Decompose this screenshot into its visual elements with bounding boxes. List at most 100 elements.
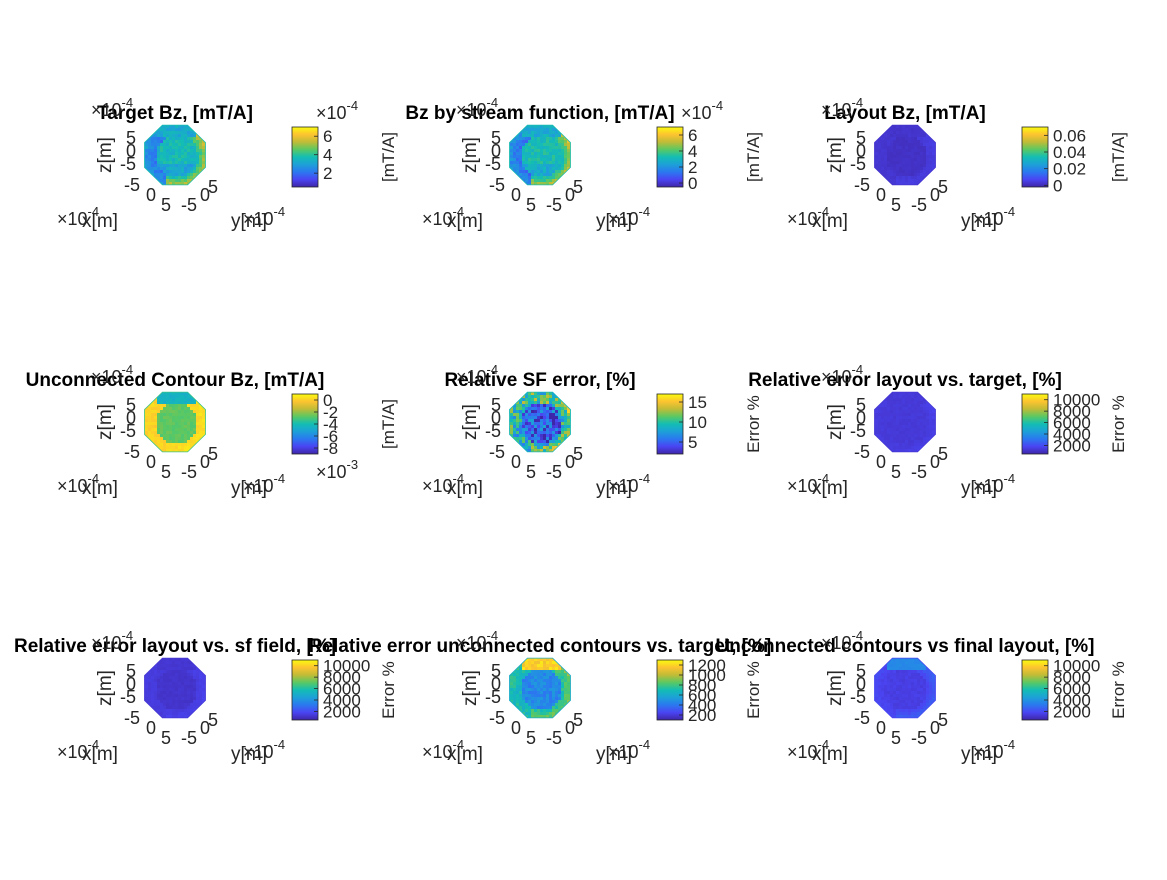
- surface-cell: [537, 125, 541, 129]
- surface-cell: [881, 700, 885, 704]
- surface-cell: [522, 428, 526, 432]
- y-axis-exponent: ×10-4: [608, 471, 650, 496]
- surface-cell: [145, 125, 149, 129]
- surface-cell: [890, 667, 894, 671]
- surface-cell: [163, 428, 167, 432]
- surface-cell: [196, 434, 200, 438]
- surface-cell: [531, 155, 535, 159]
- surface-cell: [881, 694, 885, 698]
- surface-cell: [175, 676, 179, 680]
- surface-cell: [552, 691, 556, 695]
- surface-cell: [144, 685, 146, 689]
- surface-cell: [525, 131, 529, 135]
- surface-cell: [525, 128, 529, 132]
- surface-cell: [181, 146, 185, 150]
- surface-cell: [908, 164, 912, 168]
- surface-cell: [193, 398, 197, 402]
- surface-cell: [875, 709, 879, 713]
- surface-cell: [881, 404, 885, 408]
- surface-cell: [160, 146, 164, 150]
- surface-cell: [923, 125, 927, 129]
- surface-cell: [932, 428, 936, 432]
- surface-cell: [926, 700, 930, 704]
- colorbar-label: Error %: [1109, 661, 1128, 719]
- surface-cell: [543, 718, 546, 721]
- surface-cell: [163, 401, 167, 405]
- surface-cell: [160, 443, 164, 447]
- surface-cell: [881, 155, 885, 159]
- surface-cell: [914, 685, 918, 689]
- surface-cell: [923, 161, 927, 165]
- surface-cell: [148, 658, 152, 662]
- surface-cell: [205, 437, 206, 441]
- surface-cell: [890, 401, 894, 405]
- surface-cell: [202, 401, 206, 405]
- surface-cell: [175, 682, 179, 686]
- surface-cell: [531, 419, 535, 423]
- surface-cell: [905, 125, 909, 129]
- surface-cell: [561, 676, 565, 680]
- surface-cell: [896, 700, 900, 704]
- surface-cell: [896, 164, 900, 168]
- surface-cell: [929, 164, 933, 168]
- surface-cell: [196, 673, 200, 677]
- surface-cell: [899, 679, 903, 683]
- surface-cell: [513, 155, 517, 159]
- surface-cell: [914, 428, 918, 432]
- surface-cell: [540, 449, 544, 452]
- surface-cell: [148, 140, 152, 144]
- surface-cell: [555, 676, 559, 680]
- surface-cell: [567, 667, 571, 671]
- surface-cell: [567, 431, 571, 435]
- surface-cell: [528, 428, 532, 432]
- surface-cell: [887, 685, 891, 689]
- surface-cell: [902, 718, 905, 721]
- surface-cell: [911, 416, 915, 420]
- surface-cell: [184, 422, 188, 426]
- surface-cell: [199, 131, 203, 135]
- surface-cell: [178, 700, 182, 704]
- surface-cell: [148, 131, 152, 135]
- surface-cell: [531, 161, 535, 165]
- surface-cell: [874, 697, 876, 701]
- z-tick-label: 5: [491, 395, 501, 415]
- surface-cell: [893, 449, 897, 452]
- surface-cell: [199, 176, 203, 180]
- surface-cell: [196, 428, 200, 432]
- surface-cell: [528, 167, 532, 171]
- surface-cell: [151, 170, 155, 174]
- surface-cell: [178, 164, 182, 168]
- surface-cell: [564, 155, 568, 159]
- surface-cell: [181, 446, 185, 450]
- surface-cell: [151, 401, 155, 405]
- surface-cell: [917, 140, 921, 144]
- surface-cell: [887, 128, 891, 132]
- surface-cell: [914, 709, 918, 713]
- surface-cell: [899, 673, 903, 677]
- surface-cell: [890, 125, 894, 129]
- surface-cell: [175, 392, 179, 396]
- surface-cell: [507, 185, 510, 188]
- surface-cell: [187, 179, 191, 183]
- surface-cell: [896, 706, 900, 710]
- surface-cell: [543, 131, 547, 135]
- surface-cell: [905, 709, 909, 713]
- surface-cell: [196, 449, 200, 452]
- surface-cell: [144, 667, 146, 671]
- surface-cell: [178, 446, 182, 450]
- surface-cell: [145, 161, 149, 165]
- surface-cell: [144, 422, 146, 426]
- surface-cell: [522, 137, 526, 141]
- surface-cell: [160, 446, 164, 450]
- surface-cell: [881, 440, 885, 444]
- surface-cell: [926, 452, 929, 455]
- surface-cell: [528, 137, 532, 141]
- surface-cell: [534, 395, 538, 399]
- surface-cell: [908, 664, 912, 668]
- surface-cell: [516, 670, 520, 674]
- surface-cell: [509, 428, 511, 432]
- surface-cell: [199, 697, 203, 701]
- surface-cell: [513, 691, 517, 695]
- surface-cell: [513, 179, 517, 183]
